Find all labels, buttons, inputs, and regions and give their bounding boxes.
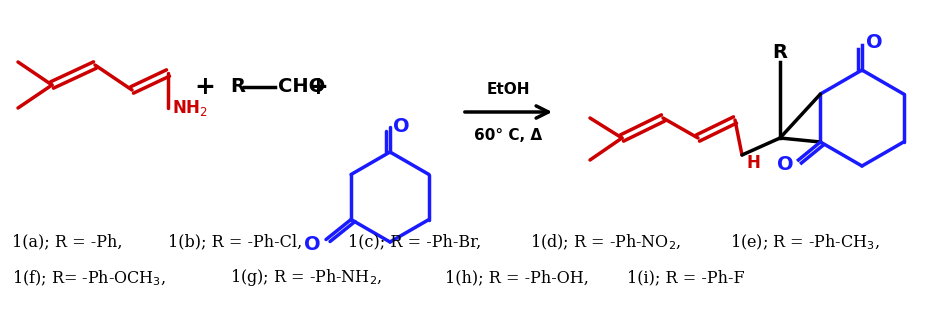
Text: O: O bbox=[393, 117, 409, 136]
Text: +: + bbox=[194, 75, 215, 99]
Text: CHO: CHO bbox=[278, 77, 325, 96]
Text: O: O bbox=[865, 32, 882, 51]
Text: 1(d); R = -Ph-NO$_2$,: 1(d); R = -Ph-NO$_2$, bbox=[530, 232, 681, 252]
Text: +: + bbox=[307, 75, 329, 99]
Text: 1(g); R = -Ph-NH$_2$,: 1(g); R = -Ph-NH$_2$, bbox=[229, 267, 381, 289]
Text: O: O bbox=[776, 156, 793, 175]
Text: EtOH: EtOH bbox=[486, 83, 530, 98]
Text: 1(i); R = -Ph-F: 1(i); R = -Ph-F bbox=[626, 270, 744, 287]
Text: NH$_2$: NH$_2$ bbox=[172, 98, 208, 118]
Text: 1(f); R= -Ph-OCH$_3$,: 1(f); R= -Ph-OCH$_3$, bbox=[12, 268, 166, 288]
Text: O: O bbox=[304, 235, 321, 254]
Text: R: R bbox=[771, 43, 786, 61]
Text: 1(b); R = -Ph-Cl,: 1(b); R = -Ph-Cl, bbox=[168, 233, 302, 250]
Text: H: H bbox=[746, 154, 760, 172]
Text: 1(a); R = -Ph,: 1(a); R = -Ph, bbox=[12, 233, 123, 250]
Text: 1(c); R = -Ph-Br,: 1(c); R = -Ph-Br, bbox=[347, 233, 480, 250]
Text: 1(h); R = -Ph-OH,: 1(h); R = -Ph-OH, bbox=[445, 270, 588, 287]
Text: 1(e); R = -Ph-CH$_3$,: 1(e); R = -Ph-CH$_3$, bbox=[729, 232, 879, 252]
Text: R: R bbox=[229, 77, 244, 96]
Text: 60° C, Δ: 60° C, Δ bbox=[474, 128, 542, 142]
